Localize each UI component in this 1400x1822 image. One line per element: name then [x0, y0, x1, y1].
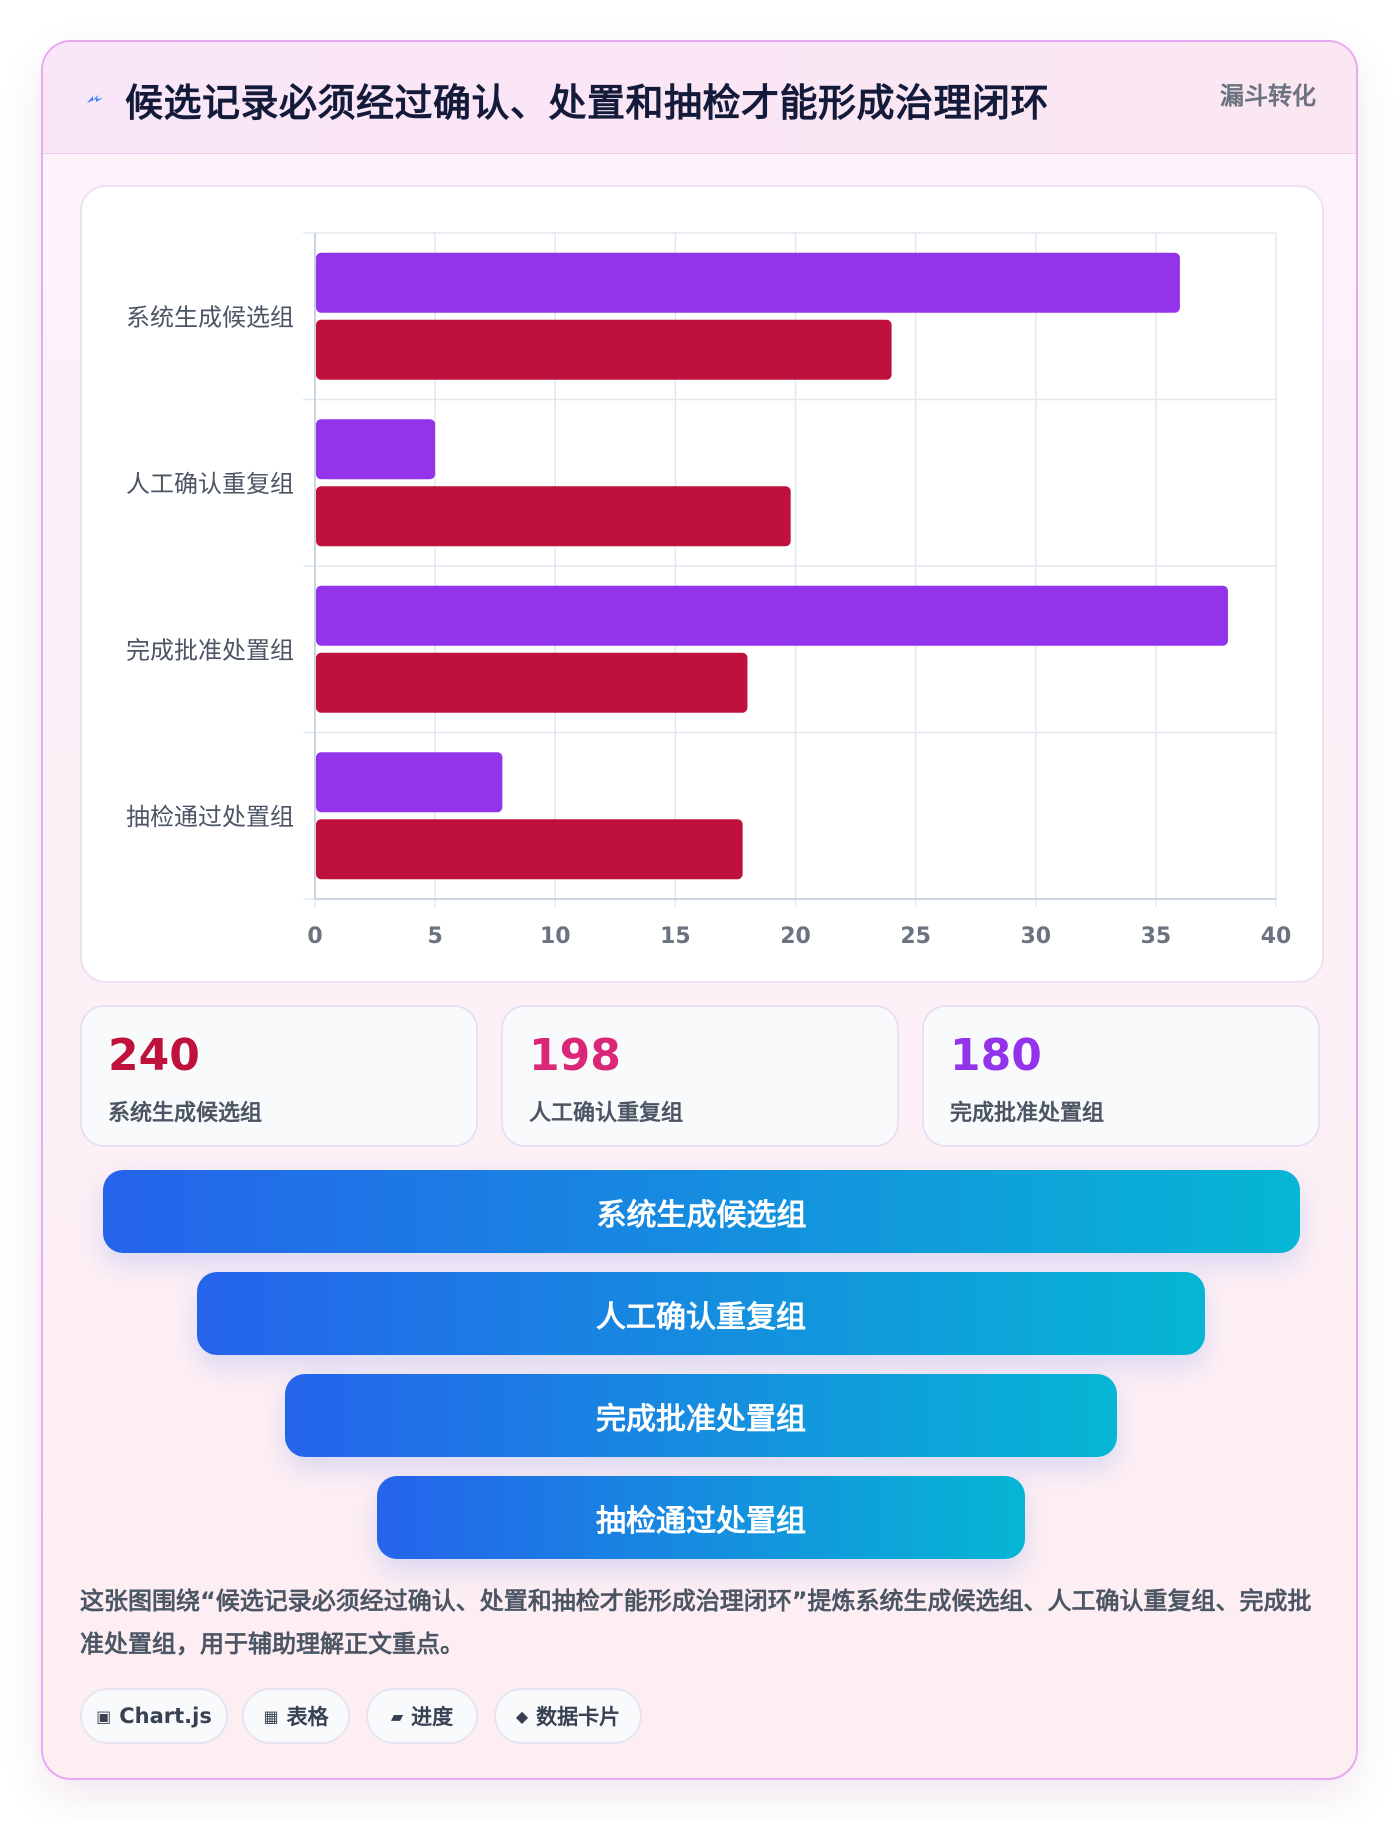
chart-card: 候选记录必须经过确认、处置和抽检才能形成治理闭环 漏斗转化 0 5 10 15 20 25…: [41, 40, 1358, 1780]
stat-card: 240 系统生成候选组: [80, 1005, 478, 1147]
tag-label: Chart.js: [119, 1704, 212, 1728]
x-tick-label: 10: [540, 924, 571, 949]
funnel-stage: 人工确认重复组: [197, 1272, 1205, 1355]
x-tick-label: 30: [1020, 924, 1051, 949]
diamond-icon: ◆: [515, 1706, 529, 1726]
x-tick-label: 25: [900, 924, 931, 949]
card-header: 候选记录必须经过确认、处置和抽检才能形成治理闭环 漏斗转化: [43, 42, 1356, 154]
tag-chip-table[interactable]: ▦ 表格: [242, 1688, 350, 1744]
x-tick-label: 15: [660, 924, 691, 949]
bar: [316, 585, 1228, 646]
bar: [316, 486, 791, 547]
y-tick-label: 人工确认重复组: [126, 470, 294, 498]
stat-label: 人工确认重复组: [529, 1101, 684, 1126]
bar: [316, 819, 743, 880]
funnel-stage: 抽检通过处置组: [377, 1476, 1025, 1559]
page-title: 候选记录必须经过确认、处置和抽检才能形成治理闭环: [125, 81, 1050, 125]
chart-panel: 0 5 10 15 20 25 30 35 40 系统生成候选组 人工确认重复组 完成批准处置组 抽检通…: [80, 185, 1324, 983]
x-tick-label: 0: [307, 924, 322, 949]
bar: [316, 652, 748, 713]
bar: [316, 752, 503, 813]
stat-label: 系统生成候选组: [108, 1101, 263, 1126]
lightning-icon: [87, 95, 103, 103]
tag-chip-progress[interactable]: ▰ 进度: [366, 1688, 478, 1744]
stat-value: 240: [108, 1030, 200, 1081]
stat-value: 198: [529, 1030, 621, 1081]
bar: [316, 319, 892, 380]
stat-card: 198 人工确认重复组: [501, 1005, 899, 1147]
funnel-stage: 完成批准处置组: [285, 1374, 1117, 1457]
y-tick-label: 系统生成候选组: [126, 303, 294, 331]
stat-card: 180 完成批准处置组: [922, 1005, 1320, 1147]
tag-chip-data-card[interactable]: ◆ 数据卡片: [494, 1688, 642, 1744]
stat-label: 完成批准处置组: [950, 1101, 1105, 1126]
square-icon: ▣: [96, 1706, 112, 1726]
progress-icon: ▰: [390, 1706, 404, 1726]
y-tick-label: 完成批准处置组: [126, 636, 294, 664]
grid-icon: ▦: [263, 1706, 279, 1726]
tag-label: 表格: [286, 1705, 329, 1729]
y-tick-label: 抽检通过处置组: [126, 803, 294, 831]
funnel-stage: 系统生成候选组: [103, 1170, 1300, 1253]
x-tick-label: 20: [780, 924, 811, 949]
tag-label: 数据卡片: [536, 1705, 621, 1729]
x-tick-label: 35: [1141, 924, 1172, 949]
tag-chip-chartjs[interactable]: ▣ Chart.js: [80, 1688, 228, 1744]
chart-type-tag: 漏斗转化: [1220, 82, 1316, 110]
chart-description: 这张图围绕“候选记录必须经过确认、处置和抽检才能形成治理闭环”提炼系统生成候选组…: [80, 1587, 1312, 1658]
x-tick-label: 5: [427, 924, 442, 949]
tag-label: 进度: [411, 1705, 454, 1729]
x-tick-label: 40: [1261, 924, 1292, 949]
bar: [316, 252, 1180, 313]
bar-chart: 0 5 10 15 20 25 30 35 40 系统生成候选组人工确认重复组完成批准处置组抽检通…: [126, 232, 1292, 949]
stat-value: 180: [950, 1030, 1042, 1081]
bar: [316, 419, 436, 480]
